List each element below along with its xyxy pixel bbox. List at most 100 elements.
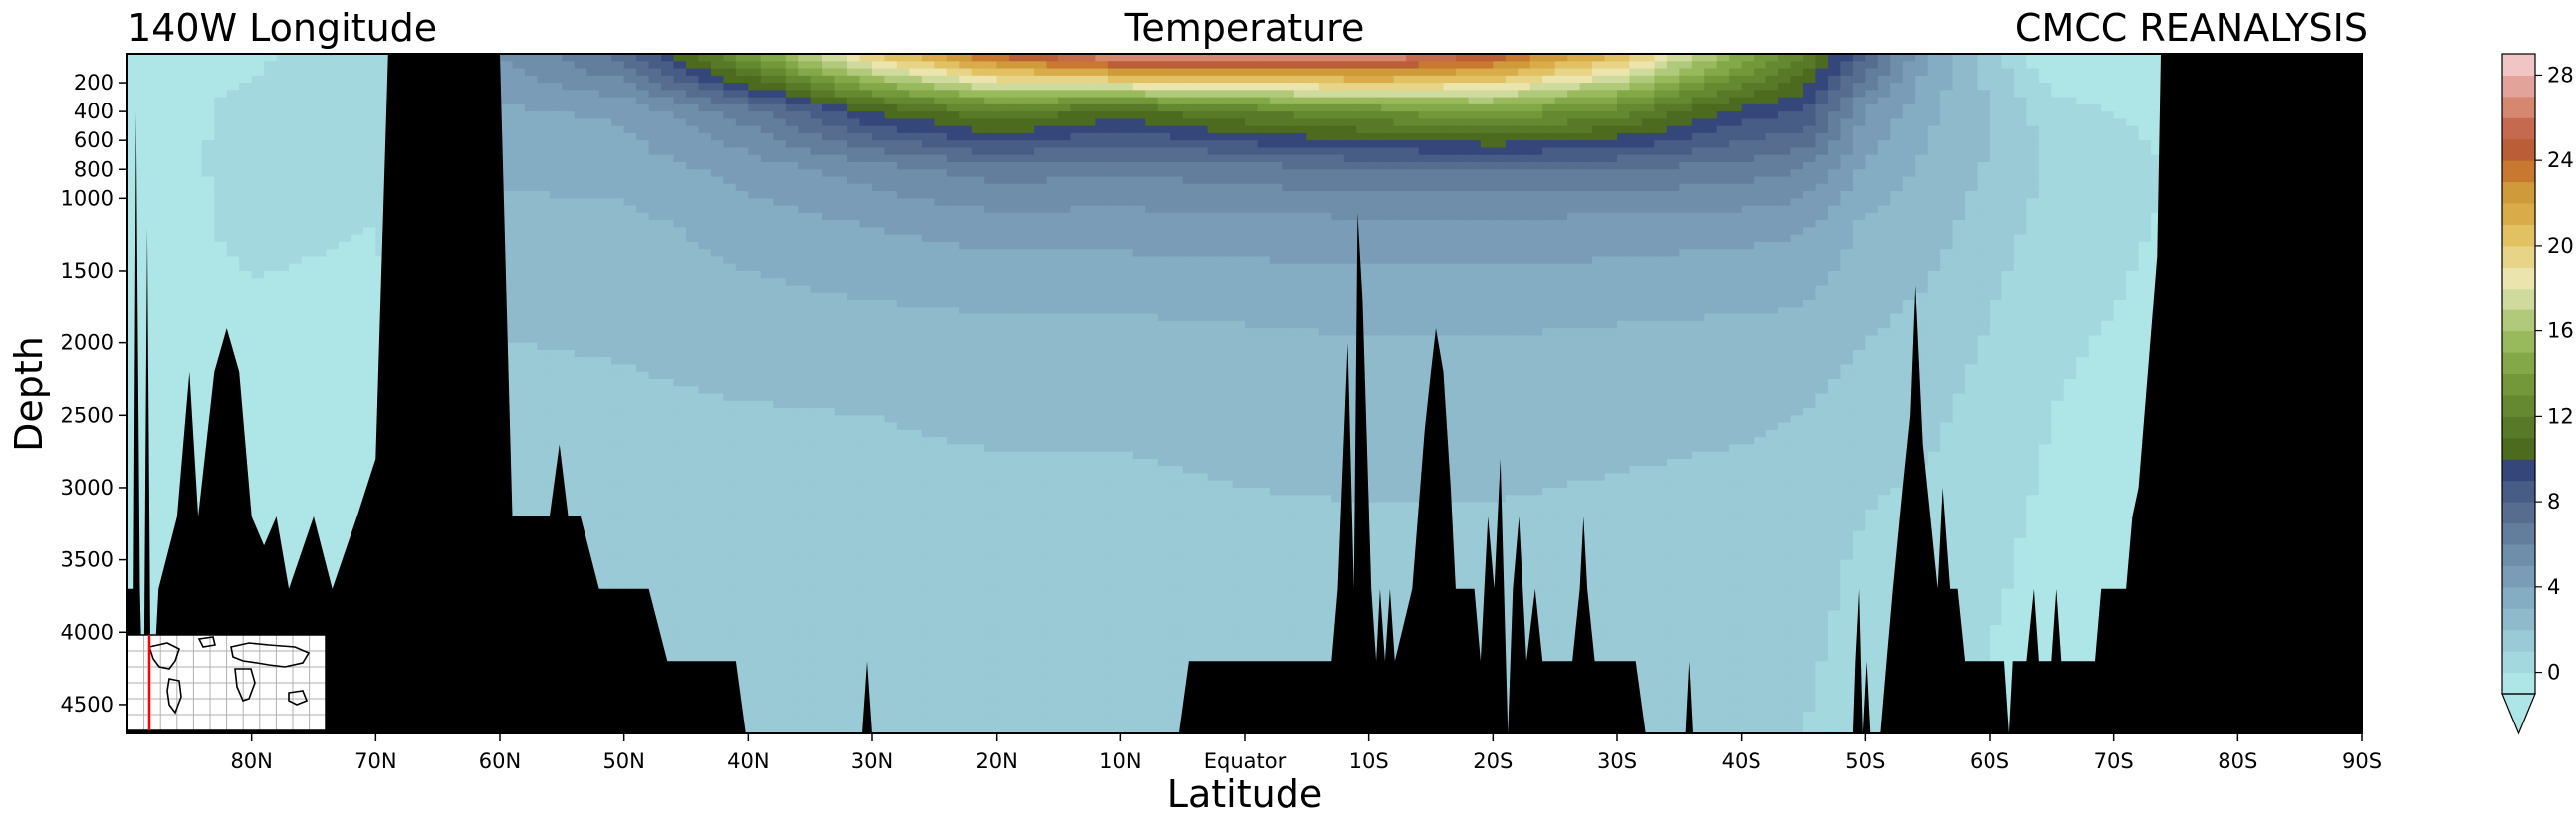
field-cell — [326, 487, 340, 497]
field-cell — [648, 147, 662, 156]
field-cell — [176, 249, 191, 258]
field-cell — [127, 103, 141, 112]
field-cell — [549, 147, 564, 156]
field-cell — [773, 83, 787, 92]
field-cell — [748, 495, 762, 504]
field-cell — [314, 176, 328, 185]
field-cell — [598, 552, 612, 561]
field-cell — [226, 263, 240, 272]
field-cell — [748, 147, 762, 156]
field-cell — [773, 241, 787, 250]
field-cell — [686, 552, 700, 561]
field-cell — [226, 83, 240, 92]
field-cell — [524, 386, 539, 395]
field-cell — [598, 198, 612, 207]
field-cell — [562, 393, 576, 402]
field-cell — [710, 574, 725, 583]
field-cell — [661, 444, 675, 453]
field-cell — [723, 654, 737, 663]
field-cell — [562, 437, 576, 446]
field-cell — [598, 415, 612, 424]
field-cell — [151, 90, 166, 99]
field-cell — [512, 378, 526, 388]
field-cell — [326, 378, 340, 388]
field-cell — [611, 328, 625, 337]
field-cell — [748, 118, 762, 127]
field-cell — [698, 437, 712, 446]
field-cell — [574, 278, 588, 287]
field-cell — [276, 487, 290, 497]
field-cell — [611, 509, 625, 517]
field-cell — [301, 212, 315, 221]
field-cell — [748, 675, 762, 684]
field-cell — [636, 198, 650, 207]
field-cell — [710, 617, 725, 626]
field-cell — [226, 278, 240, 287]
field-cell — [773, 342, 787, 351]
field-cell — [351, 241, 364, 250]
field-cell — [239, 371, 253, 380]
field-cell — [500, 234, 514, 243]
field-cell — [289, 349, 303, 358]
field-cell — [698, 364, 712, 373]
field-cell — [301, 466, 315, 475]
field-cell — [164, 422, 178, 431]
field-cell — [623, 473, 637, 482]
field-cell — [661, 83, 675, 92]
field-cell — [686, 169, 700, 178]
field-cell — [226, 212, 240, 221]
field-cell — [760, 103, 775, 112]
field-cell — [301, 386, 315, 395]
field-cell — [773, 574, 787, 583]
field-cell — [686, 437, 700, 446]
field-cell — [661, 422, 675, 431]
field-cell — [164, 393, 178, 402]
field-cell — [524, 241, 539, 250]
field-cell — [226, 68, 240, 77]
field-cell — [623, 241, 637, 250]
field-cell — [500, 90, 514, 99]
field-cell — [500, 118, 514, 127]
field-cell — [686, 632, 700, 641]
field-cell — [524, 320, 539, 329]
field-cell — [636, 487, 650, 497]
field-cell — [735, 249, 750, 258]
field-cell — [289, 285, 303, 294]
field-cell — [512, 278, 526, 287]
field-cell — [127, 147, 141, 156]
field-cell — [351, 307, 364, 315]
field-cell — [537, 140, 551, 149]
field-cell — [748, 300, 762, 309]
field-cell — [276, 111, 290, 120]
field-cell — [251, 103, 265, 112]
field-cell — [176, 364, 191, 373]
field-cell — [723, 183, 737, 192]
field-cell — [151, 285, 166, 294]
field-cell — [598, 307, 612, 315]
field-cell — [326, 97, 340, 105]
field-cell — [586, 422, 600, 431]
field-cell — [661, 364, 675, 373]
field-cell — [537, 285, 551, 294]
field-cell — [351, 220, 364, 229]
field-cell — [598, 140, 612, 149]
field-cell — [512, 147, 526, 156]
field-cell — [351, 393, 364, 402]
field-cell — [661, 349, 675, 358]
field-cell — [562, 234, 576, 243]
field-cell — [661, 61, 675, 70]
field-cell — [673, 132, 687, 141]
field-cell — [512, 444, 526, 453]
field-cell — [723, 205, 737, 214]
field-cell — [598, 205, 612, 214]
field-cell — [289, 176, 303, 185]
field-cell — [636, 530, 650, 539]
field-cell — [586, 530, 600, 539]
field-cell — [773, 307, 787, 315]
field-cell — [289, 212, 303, 221]
field-cell — [636, 320, 650, 329]
field-cell — [586, 559, 600, 568]
field-cell — [151, 495, 166, 504]
field-cell — [537, 241, 551, 250]
field-cell — [189, 278, 203, 287]
